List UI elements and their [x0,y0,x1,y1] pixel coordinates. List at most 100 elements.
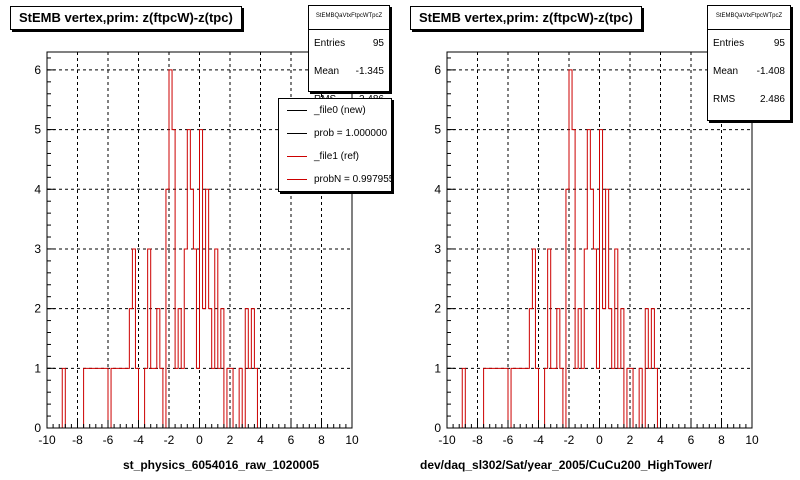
histogram-bin [587,130,590,428]
legend-entry-new: _file0 (new) [279,99,391,122]
histogram-bin [129,309,132,428]
histogram-bin [248,368,251,428]
stats-box-right: StEMBQaVtxFtpcWTpcZ Entries 95 Mean -1.4… [707,5,791,121]
histogram-bin [484,368,487,428]
histogram-bin [84,368,87,428]
histogram-bin [196,368,199,428]
histogram-bin [111,368,114,428]
y-tick-label: 1 [34,361,41,375]
x-tick-label: -10 [438,433,456,447]
panel-title-left: StEMB vertex,prim: z(ftpcW)-z(tpc) [10,6,242,30]
histogram-bin [160,368,163,428]
histogram-bin [251,309,254,428]
histogram-bin [487,368,490,428]
histogram-bin [603,309,606,428]
y-tick-label: 5 [434,123,441,137]
y-tick-label: 5 [34,123,41,137]
stats-row-rms-right: RMS 2.486 [708,86,790,114]
stats-row-entries-left: Entries 95 [309,30,389,58]
histogram-bin [615,249,618,428]
histogram-bin [548,249,551,428]
stats-box-left: StEMBQaVtxFtpcWTpcZ Entries 95 Mean -1.3… [308,5,390,105]
histogram-bin [239,368,242,428]
x-tick-label: -8 [472,433,483,447]
legend-text: _file1 (ref) [314,151,360,162]
histogram-bin [62,368,65,428]
y-tick-label: 3 [434,242,441,256]
histogram-bin [93,368,96,428]
histogram-bin [135,368,138,428]
histogram-bin [99,368,102,428]
histogram-bin [215,249,218,428]
histogram-bin [584,249,587,428]
histogram-bin [154,368,157,428]
histogram-bin [145,368,148,428]
stats-label: Mean [314,66,340,77]
stats-row-mean-right: Mean -1.408 [708,58,790,86]
x-tick-label: 2 [627,433,634,447]
histogram-bin [593,249,596,428]
histogram-bin [529,309,532,428]
legend-line-icon [287,156,307,157]
x-tick-label: -6 [503,433,514,447]
x-axis-title-right: dev/daq_sl302/Sat/year_2005/CuCu200_High… [420,458,712,472]
histogram-bin [609,309,612,428]
legend-line-icon [287,110,307,111]
stats-value: 95 [372,38,384,49]
histogram-bin [523,368,526,428]
y-tick-label: 0 [434,421,441,435]
histogram-bin [181,368,184,428]
histogram-bin [206,189,209,428]
histogram-bin [102,368,105,428]
histogram-bin [612,368,615,428]
stats-row-mean-left: Mean -1.345 [309,58,389,86]
y-tick-label: 6 [34,63,41,77]
histogram-bin [569,70,572,428]
histogram-bin [600,130,603,428]
histogram-bin [493,368,496,428]
histogram-bin [132,249,135,428]
x-tick-label: 6 [688,433,695,447]
histogram-bin [87,368,90,428]
histogram-bin [517,368,520,428]
histogram-bin [105,368,108,428]
x-tick-label: 2 [227,433,234,447]
histogram-bin [151,368,154,428]
histogram-bin [212,368,215,428]
x-tick-label: -6 [103,433,114,447]
x-tick-label: -10 [38,433,56,447]
histogram-bin [511,368,514,428]
histogram-bin [499,368,502,428]
legend-line-icon [287,133,307,134]
histogram-right [461,69,658,428]
legend-text: prob = 1.000000 [314,128,388,139]
histogram-bin [651,309,654,428]
histogram-bin [90,368,93,428]
histogram-bin [560,368,563,428]
histogram-bin [639,368,642,428]
histogram-bin [590,189,593,428]
histogram-bin [596,368,599,428]
histogram-bin [148,249,151,428]
histogram-bin [254,368,257,428]
stats-name-right: StEMBQaVtxFtpcWTpcZ [708,6,790,30]
histogram-bin [157,309,160,428]
x-tick-label: 0 [596,433,603,447]
histogram-bin [172,130,175,428]
y-tick-label: 2 [434,302,441,316]
histogram-bin [618,368,621,428]
histogram-bin [178,309,181,428]
histogram-bin [230,368,233,428]
histogram-bin [520,368,523,428]
histogram-bin [96,368,99,428]
histogram-bin [126,368,129,428]
x-tick-label: 4 [257,433,264,447]
y-tick-label: 0 [34,421,41,435]
x-axis-title-left: st_physics_6054016_raw_1020005 [123,458,320,472]
panel-title-right: StEMB vertex,prim: z(ftpcW)-z(tpc) [410,6,642,30]
histogram-bin [572,130,575,428]
histogram-bin [245,309,248,428]
histogram-bin [227,368,230,428]
histogram-bin [654,368,657,428]
histogram-bin [535,368,538,428]
